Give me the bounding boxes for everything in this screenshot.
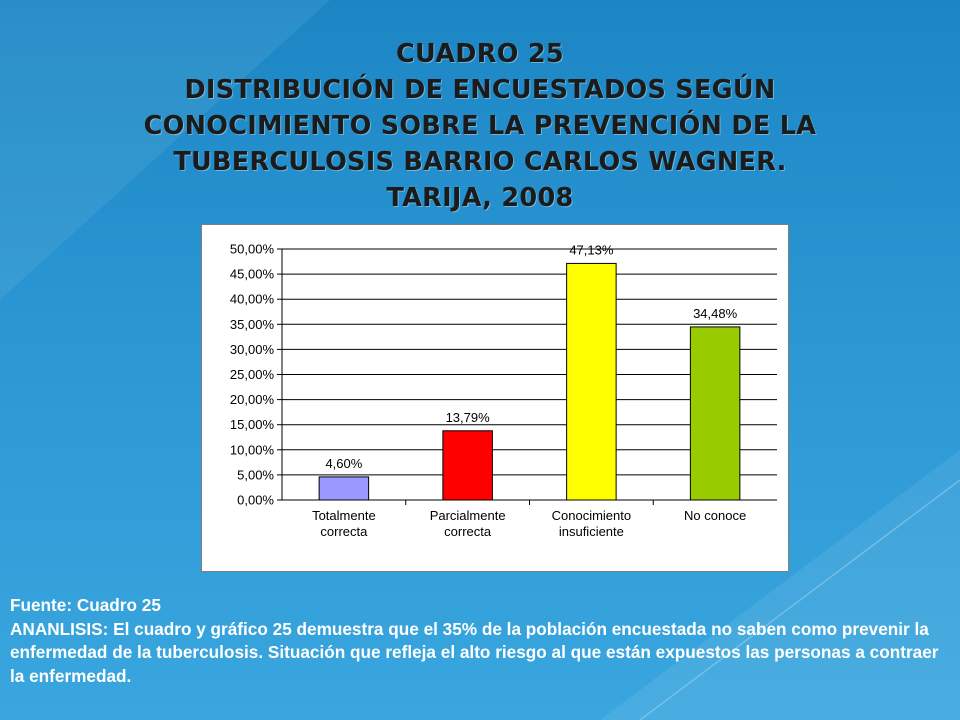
analysis-text: El cuadro y gráfico 25 demuestra que el … bbox=[10, 618, 939, 686]
footer-notes: Fuente: Cuadro 25 ANANLISIS: El cuadro y… bbox=[10, 594, 950, 688]
y-tick-label: 35,00% bbox=[230, 317, 275, 332]
bar bbox=[318, 476, 370, 501]
y-tick-label: 25,00% bbox=[230, 367, 275, 382]
y-tick-label: 20,00% bbox=[230, 392, 275, 407]
data-label: 47,13% bbox=[569, 242, 614, 257]
analysis-label: ANANLISIS: bbox=[10, 618, 109, 639]
chart-canvas: 0,00% 5,00% 10,00% 15,00% 20,00% 25,00% 30,00%… bbox=[230, 242, 777, 539]
bar-chart: 0,00% 5,00% 10,00% 15,00% 20,00% 25,00% 30,00%… bbox=[201, 224, 789, 572]
y-tick-label: 5,00% bbox=[237, 467, 274, 482]
bar bbox=[442, 430, 493, 501]
x-tick-label: insuficiente bbox=[559, 524, 624, 539]
x-tick-label: Totalmente bbox=[312, 508, 376, 523]
y-tick-label: 45,00% bbox=[230, 267, 275, 282]
title-line-4: TUBERCULOSIS BARRIO CARLOS WAGNER. bbox=[173, 147, 787, 177]
title-line-1: CUADRO 25 bbox=[396, 39, 564, 69]
title-line-2: DISTRIBUCIÓN DE ENCUESTADOS SEGÚN bbox=[184, 75, 776, 105]
y-tick-label: 30,00% bbox=[230, 342, 275, 357]
bar bbox=[566, 262, 617, 501]
x-tick-label: correcta bbox=[320, 524, 368, 539]
source-note: Fuente: Cuadro 25 bbox=[10, 595, 161, 615]
data-label: 34,48% bbox=[693, 306, 738, 321]
data-label: 13,79% bbox=[446, 410, 491, 425]
y-tick-label: 15,00% bbox=[230, 417, 275, 432]
x-tick-label: Parcialmente bbox=[430, 508, 506, 523]
x-tick-label: Conocimiento bbox=[552, 508, 632, 523]
data-label: 4,60% bbox=[325, 456, 362, 471]
title-line-5: TARIJA, 2008 bbox=[386, 183, 574, 213]
x-tick-label: correcta bbox=[444, 524, 492, 539]
y-tick-label: 40,00% bbox=[230, 292, 275, 307]
bar bbox=[689, 326, 741, 501]
title-line-3: CONOCIMIENTO SOBRE LA PREVENCIÓN DE LA bbox=[143, 111, 817, 141]
slide-title: CUADRO 25 DISTRIBUCIÓN DE ENCUESTADOS SE… bbox=[0, 36, 960, 216]
analysis-paragraph: ANANLISIS: El cuadro y gráfico 25 demues… bbox=[10, 618, 950, 689]
x-tick-label: No conoce bbox=[684, 508, 746, 523]
y-tick-label: 0,00% bbox=[237, 493, 274, 508]
y-tick-label: 10,00% bbox=[230, 442, 275, 457]
y-tick-label: 50,00% bbox=[230, 242, 275, 257]
